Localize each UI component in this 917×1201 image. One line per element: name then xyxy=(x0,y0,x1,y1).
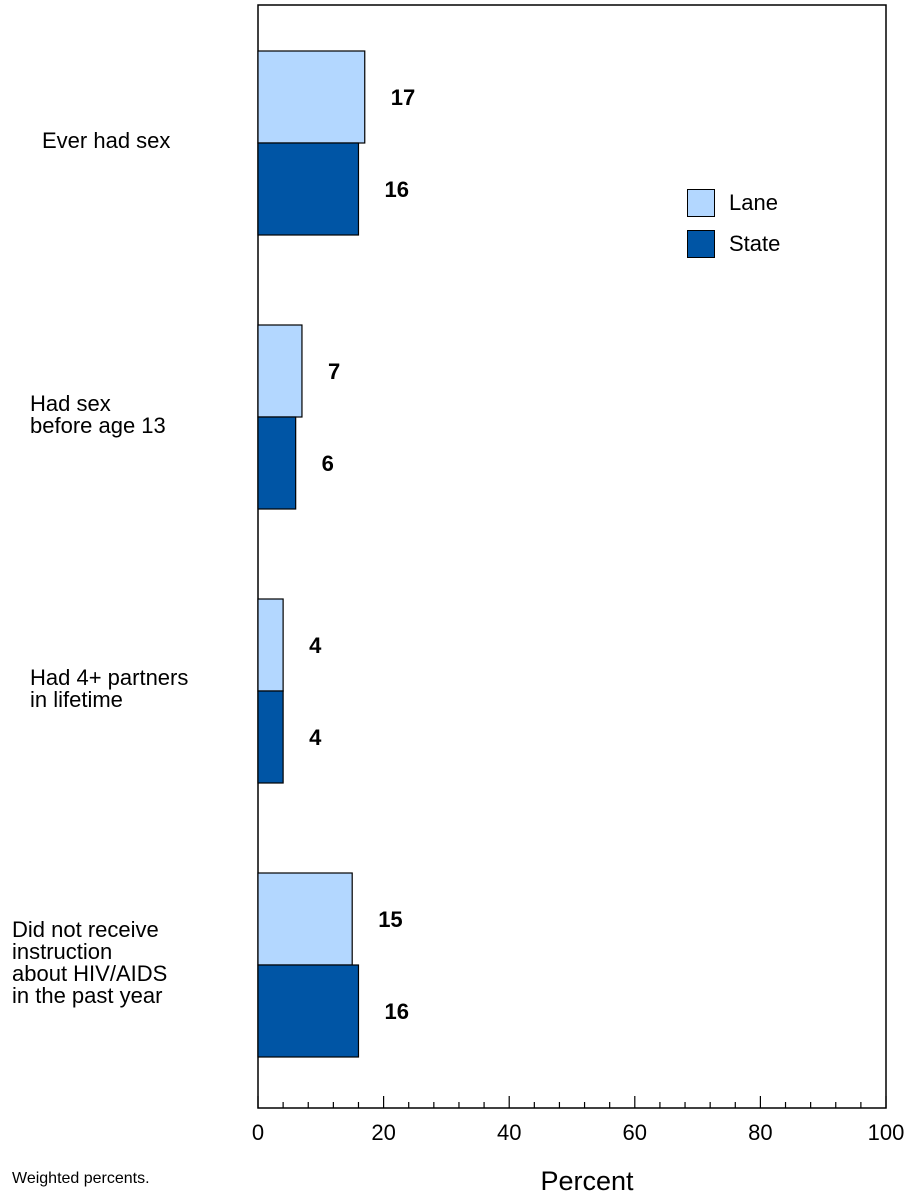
category-label: Ever had sex xyxy=(42,128,171,153)
bar-value-label: 15 xyxy=(378,907,402,932)
legend-label-lane: Lane xyxy=(729,189,778,215)
bar-state xyxy=(257,142,360,236)
bar-value-label: 6 xyxy=(322,451,334,476)
bar-state xyxy=(257,690,284,784)
bar-value-label: 16 xyxy=(384,177,408,202)
bar-value-label: 4 xyxy=(309,725,322,750)
plot-frame xyxy=(257,4,887,1109)
bar-value-label: 17 xyxy=(391,85,415,110)
x-tick-label: 20 xyxy=(371,1120,395,1145)
category-label: Had 4+ partners in lifetime xyxy=(30,665,189,712)
footnote: Weighted percents. xyxy=(12,1170,150,1187)
bar-state xyxy=(257,416,297,510)
bar-lane xyxy=(257,50,366,144)
bars-group: 17 16 7 6 4 4 15 16 xyxy=(257,50,415,1058)
legend-swatch-state xyxy=(687,229,715,258)
bar-lane xyxy=(257,324,303,418)
x-tick-label: 40 xyxy=(497,1120,521,1145)
bar-value-label: 7 xyxy=(328,359,340,384)
legend-label-state: State xyxy=(729,230,781,256)
x-tick-label: 60 xyxy=(623,1120,647,1145)
x-tick-label: 0 xyxy=(252,1120,264,1145)
bar-value-label: 16 xyxy=(384,999,408,1024)
category-label: Did not receive instruction about HIV/AI… xyxy=(12,917,168,1008)
x-axis-ticks: 0 20 40 60 80 100 xyxy=(252,1096,904,1145)
x-axis-label: Percent xyxy=(540,1166,634,1196)
x-tick-label: 100 xyxy=(868,1120,905,1145)
x-tick-label: 80 xyxy=(748,1120,772,1145)
legend-item-state: State xyxy=(687,223,780,264)
legend-swatch-lane xyxy=(687,188,715,217)
bar-lane xyxy=(257,872,353,966)
category-label: Had sex before age 13 xyxy=(30,391,166,438)
bar-lane xyxy=(257,598,284,692)
bar-state xyxy=(257,964,360,1058)
legend: Lane State xyxy=(687,182,780,264)
legend-item-lane: Lane xyxy=(687,182,780,223)
bar-value-label: 4 xyxy=(309,633,322,658)
